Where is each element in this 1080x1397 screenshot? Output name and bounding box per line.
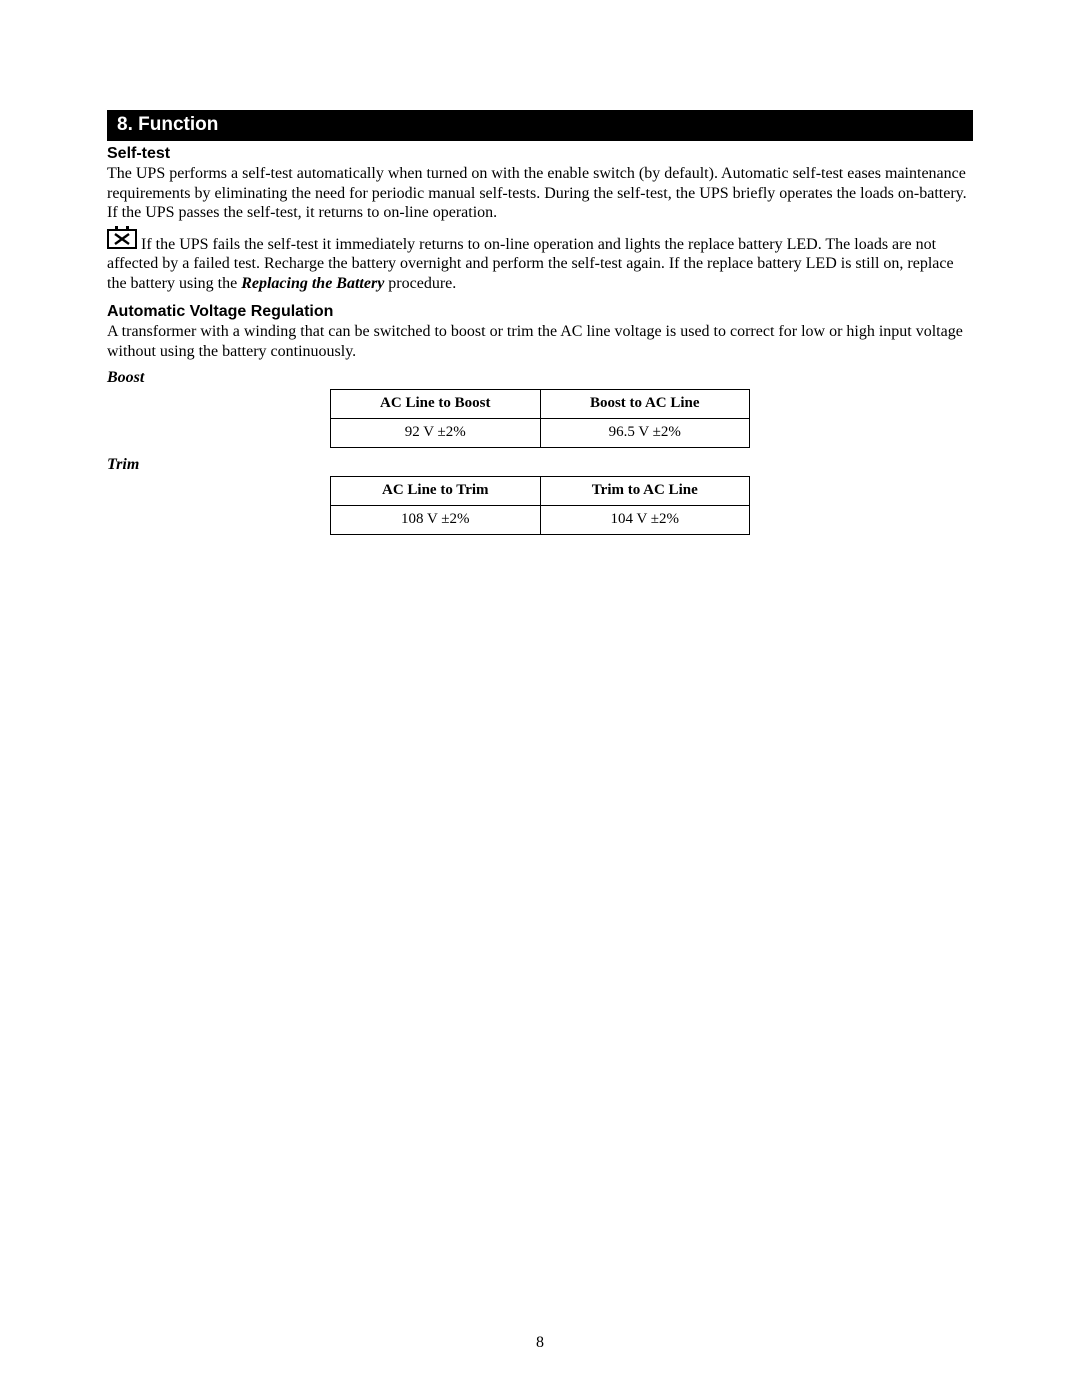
table-header-row: AC Line to Boost Boost to AC Line [331,390,750,419]
trim-col-1: Trim to AC Line [540,477,750,506]
boost-col-0: AC Line to Boost [331,390,541,419]
self-test-p2-tail: procedure. [384,275,456,292]
trim-cell-0-1: 104 V ±2% [540,506,750,535]
trim-cell-0-0: 108 V ±2% [331,506,541,535]
avr-paragraph-1: A transformer with a winding that can be… [107,322,973,361]
self-test-heading: Self-test [107,145,973,163]
boost-table-wrap: AC Line to Boost Boost to AC Line 92 V ±… [107,389,973,448]
table-row: 108 V ±2% 104 V ±2% [331,506,750,535]
trim-col-0: AC Line to Trim [331,477,541,506]
boost-label: Boost [107,369,973,387]
boost-col-1: Boost to AC Line [540,390,750,419]
boost-table: AC Line to Boost Boost to AC Line 92 V ±… [330,389,750,448]
avr-heading: Automatic Voltage Regulation [107,303,973,321]
table-row: 92 V ±2% 96.5 V ±2% [331,419,750,448]
self-test-paragraph-1: The UPS performs a self-test automatical… [107,164,973,223]
trim-table: AC Line to Trim Trim to AC Line 108 V ±2… [330,476,750,535]
boost-cell-0-1: 96.5 V ±2% [540,419,750,448]
battery-fail-icon [107,225,139,255]
table-header-row: AC Line to Trim Trim to AC Line [331,477,750,506]
section-title-bar: 8. Function [107,110,973,141]
page-number: 8 [0,1334,1080,1352]
self-test-paragraph-2: If the UPS fails the self-test it immedi… [107,225,973,294]
trim-table-wrap: AC Line to Trim Trim to AC Line 108 V ±2… [107,476,973,535]
self-test-p2-ref: Replacing the Battery [241,275,384,292]
page-content: 8. Function Self-test The UPS performs a… [107,110,973,535]
section-title: 8. Function [117,114,218,135]
boost-cell-0-0: 92 V ±2% [331,419,541,448]
trim-label: Trim [107,456,973,474]
self-test-p2-lead: If the UPS fails the self-test it immedi… [107,236,954,292]
